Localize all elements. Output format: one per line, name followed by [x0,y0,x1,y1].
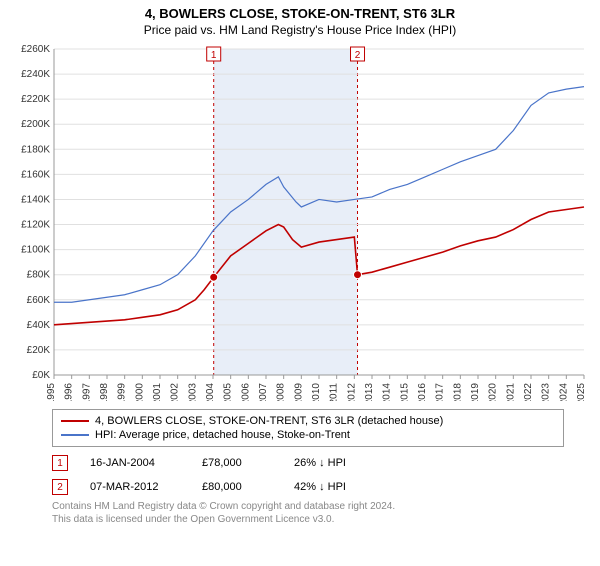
svg-text:2014: 2014 [382,383,393,401]
svg-text:2017: 2017 [435,383,446,401]
marker-table: 1 16-JAN-2004 £78,000 26% ↓ HPI 2 07-MAR… [52,451,564,499]
svg-text:2018: 2018 [452,383,463,401]
marker-id-box: 1 [52,455,68,471]
svg-text:2013: 2013 [364,383,375,401]
line-chart: £0K £20K £40K £60K £80K £100K £120K £140K £160K £… [10,41,590,401]
marker-date: 07-MAR-2012 [90,481,180,493]
svg-text:£120K: £120K [21,220,50,231]
chart-area: £0K £20K £40K £60K £80K £100K £120K £140K £160K £… [10,41,590,401]
svg-text:2001: 2001 [152,383,163,401]
svg-text:2007: 2007 [258,383,269,401]
svg-text:2012: 2012 [346,383,357,401]
marker-row: 1 16-JAN-2004 £78,000 26% ↓ HPI [52,451,564,475]
svg-text:2005: 2005 [223,383,234,401]
svg-text:2010: 2010 [311,383,322,401]
svg-text:£220K: £220K [21,94,50,105]
svg-text:1999: 1999 [117,383,128,401]
svg-text:2006: 2006 [240,383,251,401]
svg-text:1998: 1998 [99,383,110,401]
svg-text:2011: 2011 [329,383,340,401]
legend: 4, BOWLERS CLOSE, STOKE-ON-TRENT, ST6 3L… [52,409,564,447]
svg-text:£20K: £20K [27,345,51,356]
svg-text:2022: 2022 [523,383,534,401]
svg-text:2021: 2021 [505,383,516,401]
svg-text:2015: 2015 [399,383,410,401]
marker-row: 2 07-MAR-2012 £80,000 42% ↓ HPI [52,475,564,499]
svg-text:2020: 2020 [488,383,499,401]
licence-text: Contains HM Land Registry data © Crown c… [52,501,564,526]
svg-text:1: 1 [211,50,217,61]
legend-item: HPI: Average price, detached house, Stok… [61,428,555,442]
svg-text:2: 2 [355,50,361,61]
svg-text:2023: 2023 [541,383,552,401]
marker-date: 16-JAN-2004 [90,457,180,469]
svg-text:£240K: £240K [21,69,50,80]
legend-label: HPI: Average price, detached house, Stok… [95,429,350,441]
svg-text:2002: 2002 [170,383,181,401]
svg-text:£80K: £80K [27,270,51,281]
svg-text:£140K: £140K [21,194,50,205]
licence-line: Contains HM Land Registry data © Crown c… [52,501,564,514]
svg-text:£100K: £100K [21,245,50,256]
svg-text:2016: 2016 [417,383,428,401]
svg-text:2019: 2019 [470,383,481,401]
svg-text:£0K: £0K [32,370,50,381]
page-title: 4, BOWLERS CLOSE, STOKE-ON-TRENT, ST6 3L… [0,6,600,21]
legend-swatch [61,420,89,422]
svg-text:1995: 1995 [46,383,57,401]
svg-text:2008: 2008 [276,383,287,401]
svg-text:2000: 2000 [134,383,145,401]
marker-pct: 26% ↓ HPI [294,457,384,469]
marker-price: £80,000 [202,481,272,493]
svg-text:£40K: £40K [27,320,51,331]
svg-text:1996: 1996 [64,383,75,401]
marker-price: £78,000 [202,457,272,469]
svg-text:2009: 2009 [293,383,304,401]
licence-line: This data is licensed under the Open Gov… [52,514,564,527]
page-subtitle: Price paid vs. HM Land Registry's House … [0,23,600,37]
legend-swatch [61,434,89,436]
legend-item: 4, BOWLERS CLOSE, STOKE-ON-TRENT, ST6 3L… [61,414,555,428]
svg-text:£200K: £200K [21,119,50,130]
svg-text:£60K: £60K [27,295,51,306]
svg-text:2025: 2025 [576,383,587,401]
svg-text:2024: 2024 [558,383,569,401]
svg-text:£180K: £180K [21,144,50,155]
svg-text:£160K: £160K [21,169,50,180]
svg-text:2003: 2003 [187,383,198,401]
marker-pct: 42% ↓ HPI [294,481,384,493]
marker-id-box: 2 [52,479,68,495]
svg-text:£260K: £260K [21,44,50,55]
legend-label: 4, BOWLERS CLOSE, STOKE-ON-TRENT, ST6 3L… [95,415,443,427]
svg-text:2004: 2004 [205,383,216,401]
svg-text:1997: 1997 [81,383,92,401]
